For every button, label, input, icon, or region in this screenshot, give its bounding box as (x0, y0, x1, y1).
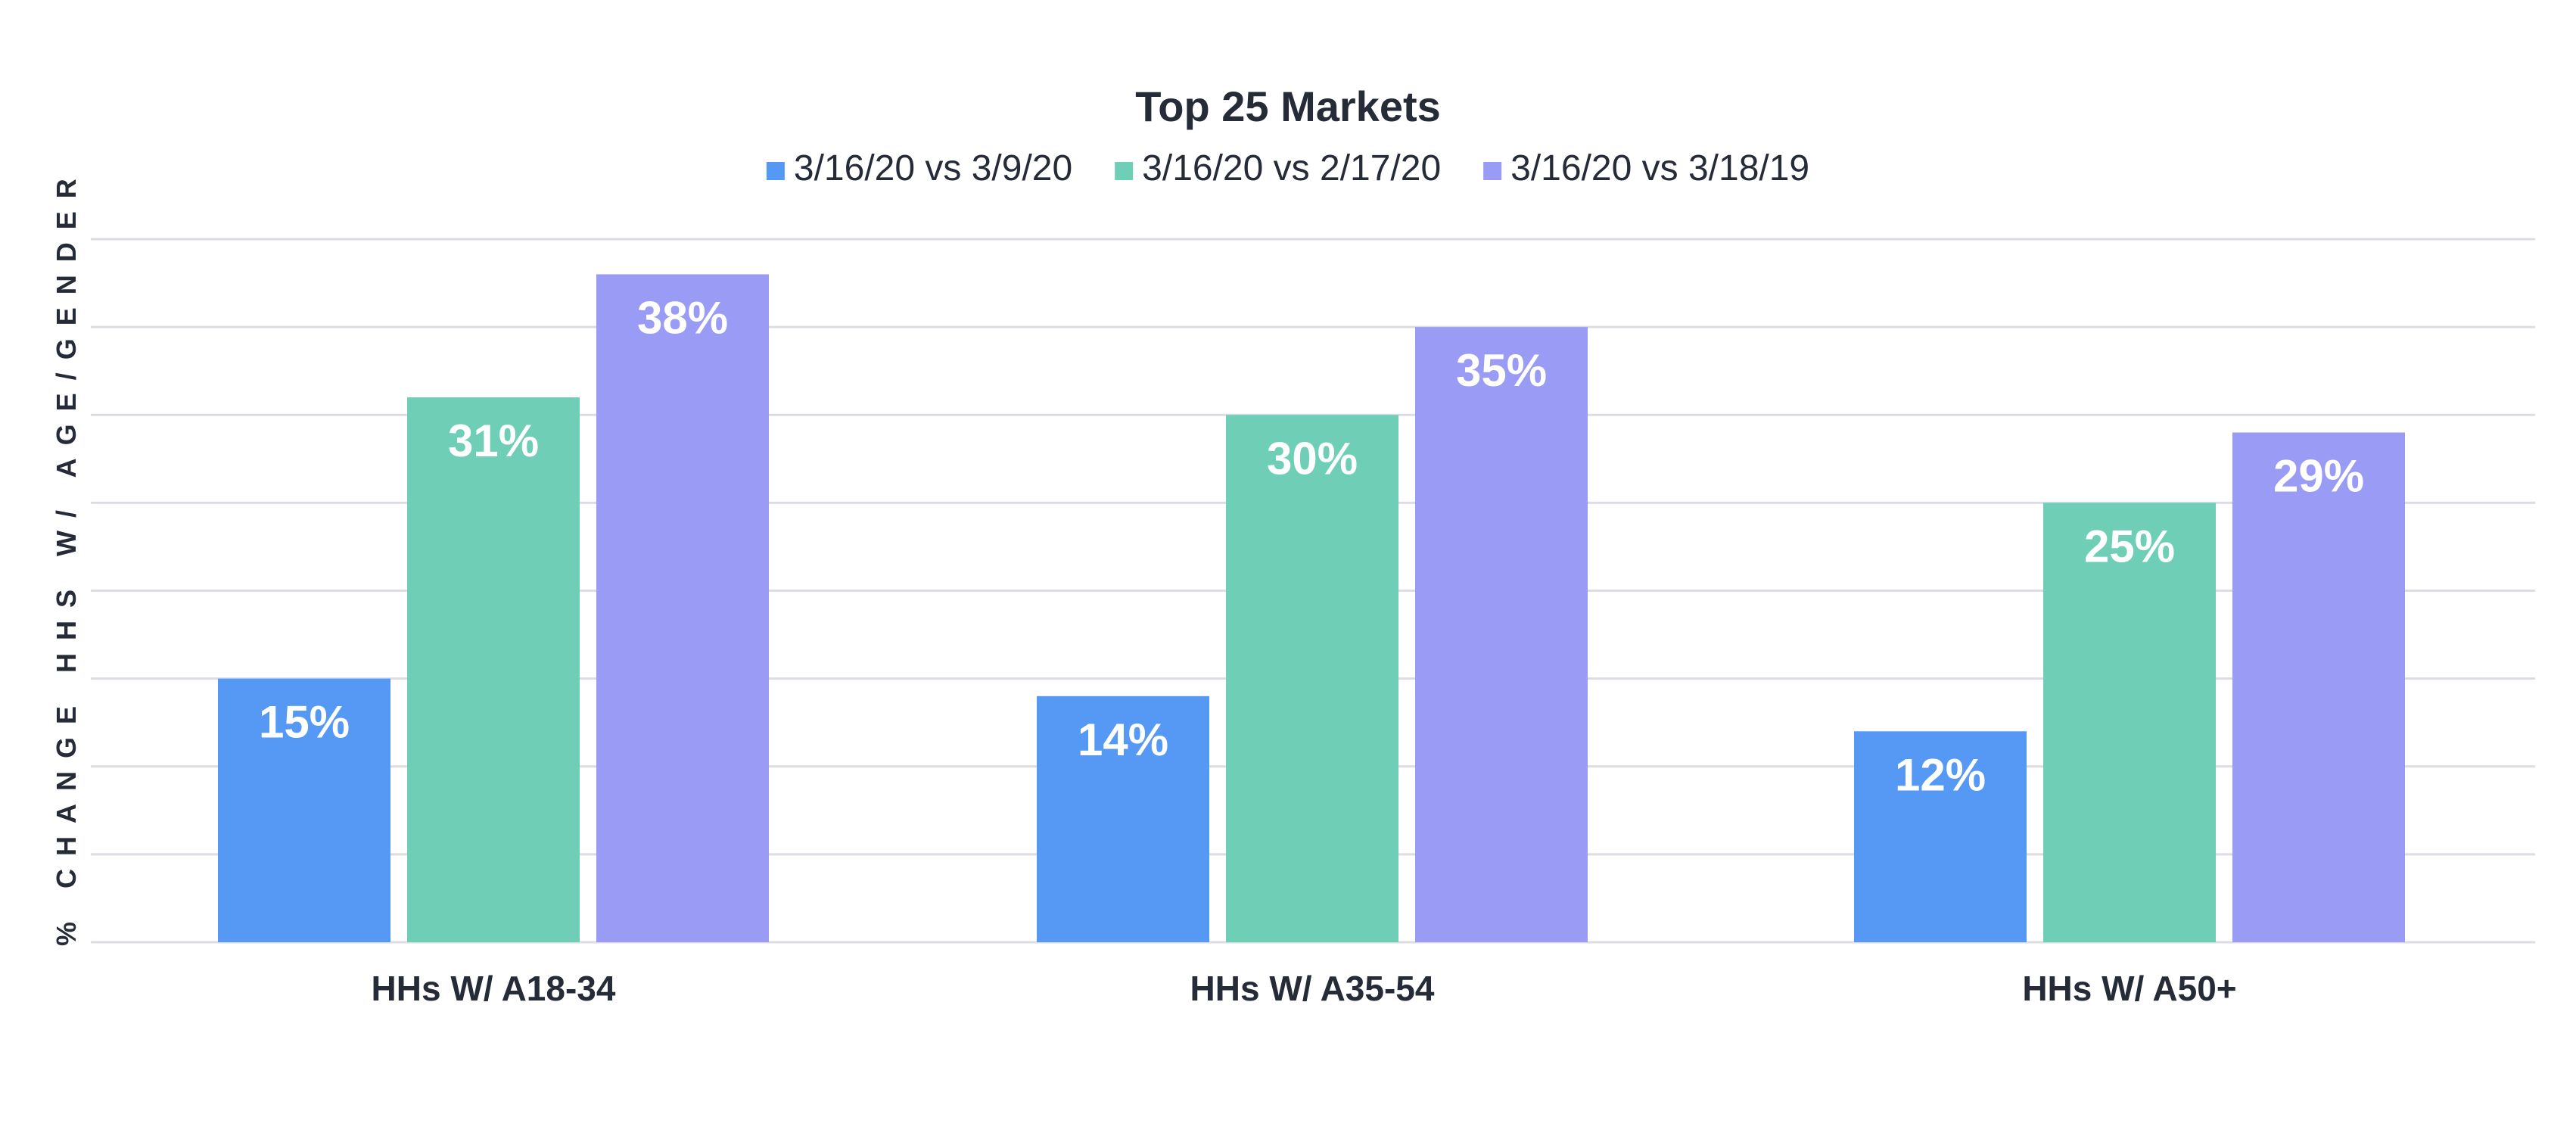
bar (596, 274, 769, 942)
bar-data-label: 12% (1895, 749, 1986, 800)
x-axis-ticks: HHs W/ A18-34 HHs W/ A35-54 HHs W/ A50+ (372, 969, 2237, 1008)
bar (218, 678, 390, 942)
x-tick-label: HHs W/ A35-54 (1190, 969, 1435, 1008)
bar (1854, 731, 2027, 942)
bar-data-label: 35% (1456, 345, 1547, 396)
bar (407, 397, 580, 942)
bar-data-label: 38% (637, 292, 728, 343)
bar-data-label: 14% (1078, 714, 1168, 765)
bar (1226, 415, 1398, 942)
bar (1415, 327, 1588, 942)
legend-label: 3/16/20 vs 2/17/20 (1142, 148, 1441, 188)
chart-title: Top 25 Markets (1135, 82, 1441, 130)
legend-label: 3/16/20 vs 3/18/19 (1510, 148, 1809, 188)
bar-labels: 15% 31% 38% 14% 30% 35% 12% 25% 29% (259, 292, 2364, 800)
bar-data-label: 25% (2084, 521, 2175, 571)
y-axis-label: % CHANGE HHS W/ AGE/GENDER (51, 166, 82, 946)
bar (1037, 696, 1209, 942)
legend-swatch (766, 162, 785, 180)
legend: 3/16/20 vs 3/9/20 3/16/20 vs 2/17/20 3/16/… (766, 148, 1809, 188)
bar-data-label: 15% (259, 697, 350, 748)
legend-swatch (1115, 162, 1134, 180)
bar-data-label: 30% (1267, 433, 1358, 484)
bar-data-label: 31% (448, 415, 539, 466)
bar-data-label: 29% (2273, 450, 2364, 501)
bars (218, 274, 2405, 942)
legend-swatch (1483, 162, 1502, 180)
bar (2232, 432, 2405, 942)
legend-label: 3/16/20 vs 3/9/20 (794, 148, 1072, 188)
bar (2043, 503, 2216, 942)
x-tick-label: HHs W/ A18-34 (372, 969, 616, 1008)
x-tick-label: HHs W/ A50+ (2022, 969, 2236, 1008)
